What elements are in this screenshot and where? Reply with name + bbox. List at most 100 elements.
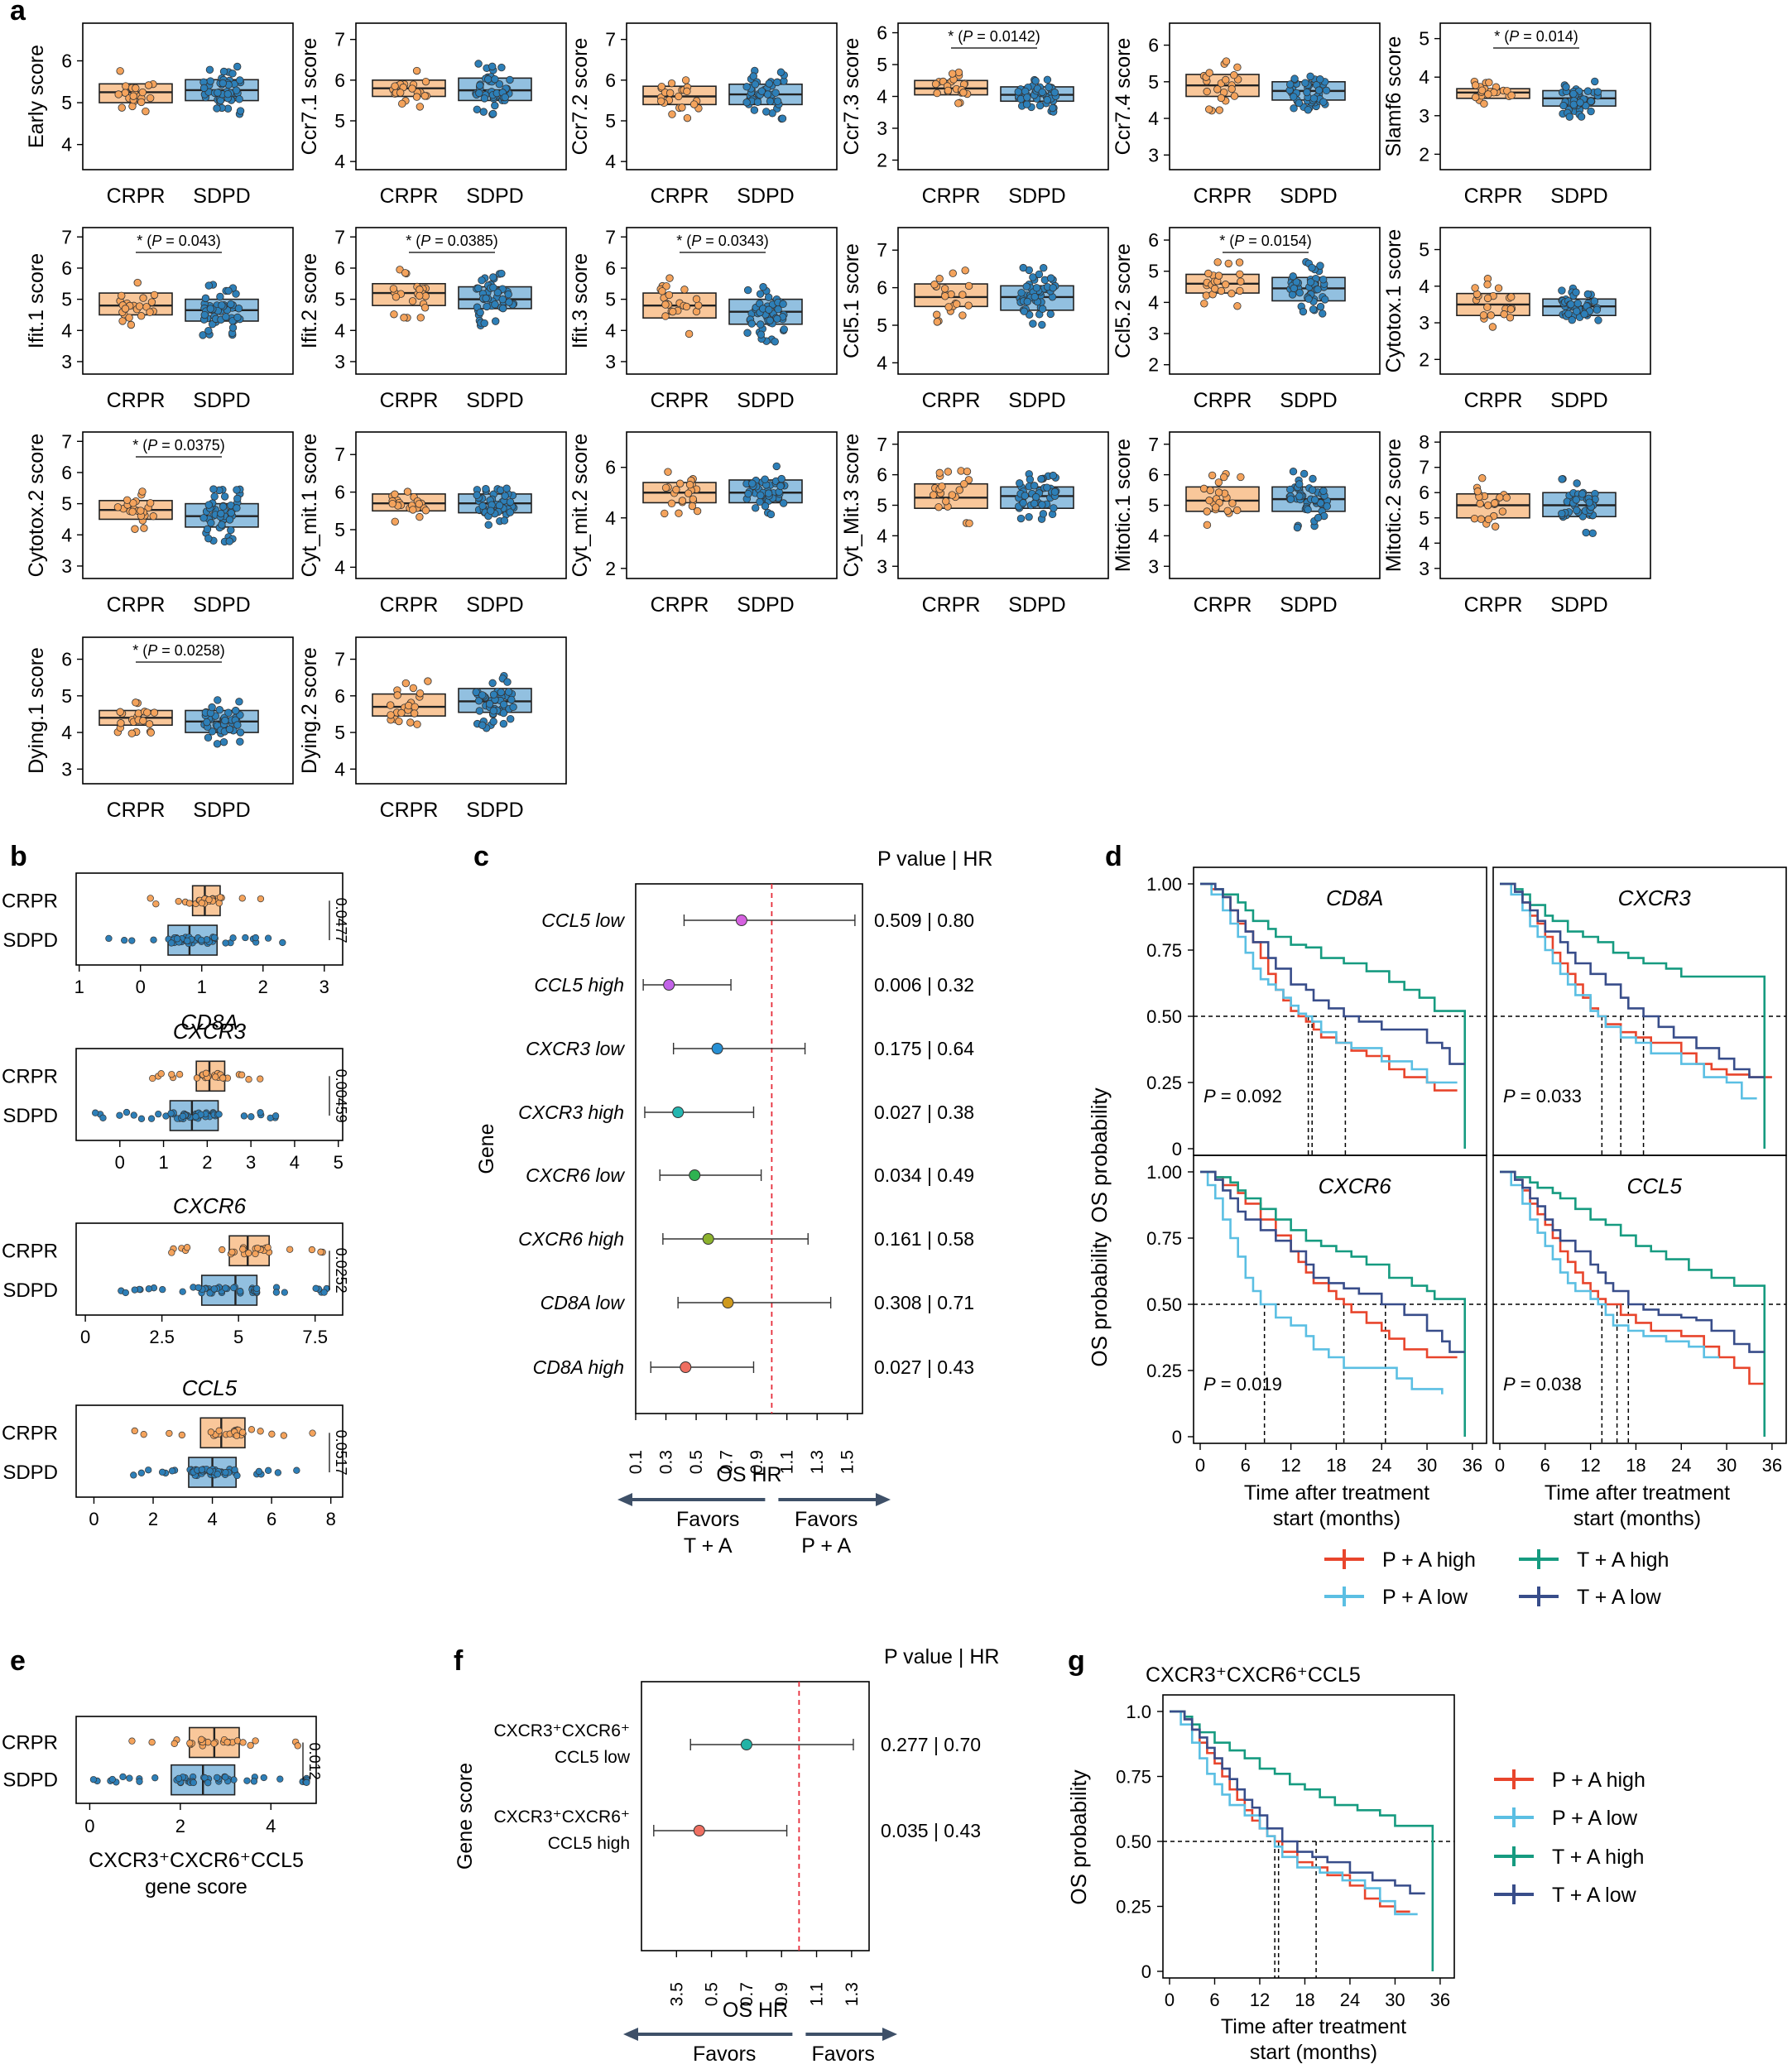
boxplot-cytotox-2-score: 3 4 5 6 7 Cytotox.2 score CRPR SDPD * (P = 0.037… [25,430,294,617]
x-tick-label: SDPD [1280,389,1337,412]
point-crpr [931,79,940,89]
point-crpr [420,304,430,312]
point-sdpd [1304,295,1313,303]
km-plot-ccl5: 0 6 12 18 24 30 36 CCL5 P = 0.038 [1492,1155,1787,1476]
point-sdpd [507,714,515,723]
arrow-left-head [623,2028,638,2041]
stat-label: 0.027 | 0.43 [874,1356,974,1378]
point-sdpd [1558,475,1566,483]
panel-label-c: c [473,841,489,872]
hr-point [711,1043,723,1054]
point-crpr [934,503,943,511]
point-crpr [665,89,675,98]
p-value: 0.0258 [175,642,220,659]
point-sdpd [233,504,241,512]
point-crpr [245,1249,252,1257]
point-sdpd [773,78,781,87]
plot-frame [1162,1694,1455,1979]
point-crpr [245,1076,252,1083]
y-tick-label: 4 [1419,276,1429,297]
point-sdpd [220,492,229,501]
y-tick-label: 4 [877,86,887,108]
point-crpr [392,293,401,301]
point-sdpd [1309,305,1318,314]
point-crpr [1221,281,1230,289]
point-sdpd [1299,307,1308,316]
point-crpr [1478,474,1487,482]
point-crpr [953,300,961,309]
point-sdpd [167,1110,175,1117]
point-sdpd [771,89,780,97]
point-sdpd [203,718,211,727]
point-crpr [264,1244,271,1251]
y-tick-label: 4 [877,525,887,546]
point-crpr [683,87,691,96]
point-sdpd [1578,490,1587,498]
point-crpr [944,468,953,476]
point-sdpd [763,90,772,98]
x-tick-label: SDPD [466,389,523,412]
stat-label: 0.277 | 0.70 [881,1734,981,1755]
gene-title: CXCR6 [173,1193,247,1218]
km-curve-tal [1170,1710,1425,1895]
hr-point [663,979,675,991]
point-sdpd [1567,300,1575,309]
y-tick-label: 5 [877,495,887,516]
point-sdpd [1580,310,1588,319]
point-crpr [963,467,972,476]
y-tick-label: 4 [1148,108,1159,129]
plot-frame [355,227,567,375]
point-crpr [680,286,689,294]
p-value: 0.0385 [448,233,493,249]
y-axis-label: Ifit.3 score [569,253,592,348]
km-curve-pal [1200,882,1458,1084]
point-sdpd [472,688,480,697]
point-crpr [146,499,155,507]
point-crpr [397,708,406,718]
point-crpr [175,1071,184,1078]
x-tick-label: 12 [1250,1990,1270,2010]
point-sdpd [210,934,219,941]
point-sdpd [495,80,504,89]
point-sdpd [303,1779,310,1786]
point-crpr [412,66,421,75]
x-tick-label: SDPD [1008,593,1065,617]
x-tick-label: 2 [258,977,268,997]
point-crpr [1500,310,1508,319]
point-crpr [1491,522,1500,530]
y-tick-label: 0 [1172,1139,1182,1159]
x-tick-label: 7.5 [302,1327,328,1347]
point-crpr [685,329,694,338]
point-sdpd [227,300,235,309]
x-tick-label: 1.1 [808,1982,827,2006]
point-sdpd [480,319,488,328]
point-sdpd [753,98,762,106]
point-sdpd [208,703,216,712]
km-curve-tah [1200,1170,1467,1437]
y-axis-label: Mitotic.2 score [1382,439,1405,572]
y-tick-label: 2 [605,558,616,579]
point-sdpd [274,1469,282,1476]
point-crpr [933,318,941,326]
x-tick-label: CRPR [922,593,981,617]
y-tick-label: 2 [1419,143,1429,165]
point-crpr [400,314,408,322]
point-crpr [137,98,146,107]
point-sdpd [475,707,484,715]
point-sdpd [198,1466,206,1474]
point-sdpd [474,284,483,293]
point-crpr [1220,473,1228,482]
km-curve-tah [1500,1170,1766,1437]
km-curve-tah [1200,882,1467,1149]
plot-frame [82,431,294,579]
p-symbol: P [1203,1374,1216,1395]
point-sdpd [221,716,229,725]
point-sdpd [1310,496,1319,504]
km-curve-tah [1170,1710,1434,1971]
x-tick-label: CRPR [107,185,166,208]
y-axis-label: Early score [25,45,48,148]
point-crpr [408,84,416,93]
point-sdpd [748,479,757,487]
point-sdpd [766,510,776,519]
point-sdpd [489,707,498,715]
